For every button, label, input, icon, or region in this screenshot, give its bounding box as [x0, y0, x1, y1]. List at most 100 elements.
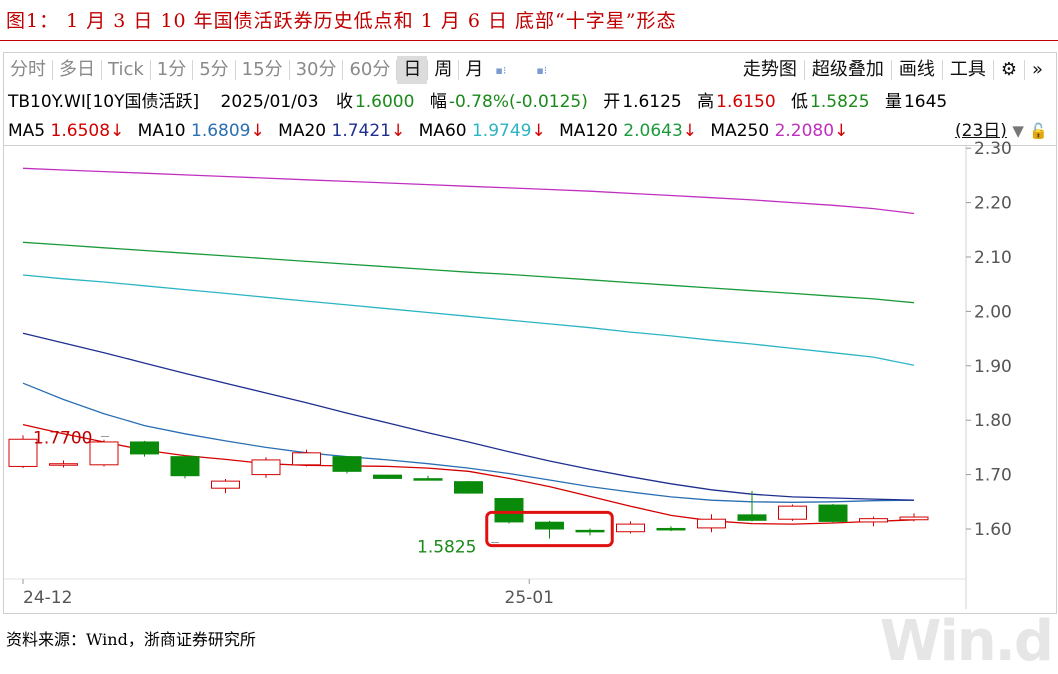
y-tick-label: 2.20 — [974, 194, 1012, 214]
divider — [342, 60, 344, 80]
tab-daily[interactable]: 日 — [397, 56, 428, 84]
ma-line-ma60 — [22, 274, 915, 366]
high-label: 高 — [697, 92, 715, 112]
open-label: 开 — [603, 92, 621, 112]
tab-5min[interactable]: 5分 — [199, 59, 229, 80]
ma-legend: MA5 1.6508↓ MA10 1.6809↓ MA20 1.7421↓ MA… — [8, 117, 856, 145]
y-tick-label: 2.30 — [974, 139, 1012, 159]
divider — [396, 60, 398, 80]
days-control[interactable]: (23日) ▼ 🔓 — [955, 117, 1048, 145]
change-label: 幅 — [429, 92, 447, 112]
candle-body — [49, 463, 78, 466]
kline-chart: 2.30 2.20 2.10 2.00 1.90 1.80 1.70 1.60 24-12 25-… — [4, 139, 1012, 609]
chart-top-border — [4, 145, 1056, 146]
y-tick-label: 2.00 — [974, 302, 1012, 322]
tab-weekly[interactable]: 周 — [434, 59, 453, 80]
highlight-box — [485, 510, 614, 548]
divider — [427, 60, 429, 80]
x-tick-label: 24-12 — [23, 588, 72, 608]
tab-monthly[interactable]: 月 — [465, 59, 484, 80]
candle-body — [251, 459, 281, 476]
change-value: -0.78%(-0.0125) — [448, 92, 588, 112]
ma-line-ma120 — [22, 241, 915, 304]
days-count[interactable]: (23日) — [955, 121, 1007, 141]
volume-label: 量 — [884, 92, 902, 112]
volume-value: 1645 — [903, 92, 948, 112]
candle-body — [494, 498, 524, 523]
candle-body — [292, 452, 321, 466]
divider — [101, 60, 102, 80]
tab-tick[interactable]: Tick — [108, 59, 144, 80]
annotation-label: 1.7700 — [33, 429, 92, 449]
divider — [458, 60, 460, 80]
divider — [992, 60, 994, 80]
candle-body — [454, 481, 483, 494]
candle-body — [697, 518, 726, 529]
kline-panel: 分时 多日 Tick 1分 5分 15分 30分 60分 日 周 月 ▪⁝ ▪⁝… — [3, 52, 1057, 674]
divider — [1023, 60, 1025, 80]
ma-legend-item: MA20 1.7421↓ — [278, 121, 406, 141]
draw-line-button[interactable]: 画线 — [898, 59, 935, 80]
title-rule — [0, 40, 1058, 41]
security-code: TB10Y.WI[10Y国债活跃] — [8, 92, 200, 112]
triangle-down-icon[interactable]: ▼ — [1012, 122, 1024, 140]
divider — [149, 60, 151, 80]
ma-legend-item: MA5 1.6508↓ — [8, 121, 125, 141]
gear-icon[interactable]: ⚙ — [1000, 59, 1017, 80]
x-tick-label: 25-01 — [505, 588, 554, 608]
divider — [234, 60, 236, 80]
close-value: 1.6000 — [354, 92, 415, 112]
candle-body — [332, 456, 362, 472]
period-toolbar: 分时 多日 Tick 1分 5分 15分 30分 60分 日 周 月 ▪⁝ ▪⁝ — [4, 53, 1056, 87]
y-tick-label: 1.80 — [974, 411, 1012, 431]
candle-body — [89, 441, 119, 466]
candle-body — [818, 504, 848, 522]
divider — [803, 60, 805, 80]
candle-body — [778, 505, 807, 520]
y-tick-label: 1.90 — [974, 357, 1012, 377]
candle-body — [656, 527, 686, 531]
tab-minute[interactable]: 分时 — [10, 59, 46, 80]
candle-body — [616, 523, 645, 533]
period-dropdown-icon-2[interactable]: ▪⁝ — [536, 63, 548, 77]
candle-body — [535, 521, 564, 530]
y-tick-label: 1.70 — [974, 466, 1012, 486]
tab-15min[interactable]: 15分 — [241, 59, 283, 80]
ma-legend-item: MA60 1.9749↓ — [418, 121, 546, 141]
candle-body — [8, 438, 38, 467]
trend-chart-button[interactable]: 走势图 — [742, 59, 797, 80]
tools-button[interactable]: 工具 — [949, 59, 986, 80]
tab-1min[interactable]: 1分 — [156, 59, 187, 80]
high-value: 1.6150 — [716, 92, 776, 112]
tab-30min[interactable]: 30分 — [295, 59, 337, 80]
ma-legend-item: MA10 1.6809↓ — [137, 121, 265, 141]
ma-legend-item: MA250 2.2080↓ — [710, 121, 849, 141]
figure-title: 图1： 1 月 3 日 10 年国债活跃券历史低点和 1 月 6 日 底部“十字… — [6, 10, 677, 32]
ma-line-ma5 — [22, 423, 915, 525]
annotation-label: 1.5825 — [417, 538, 476, 558]
ma-legend-item: MA120 2.0643↓ — [559, 121, 698, 141]
candle-body — [575, 529, 605, 533]
tab-60min[interactable]: 60分 — [349, 59, 391, 80]
ma-line-ma10 — [22, 382, 915, 503]
lock-icon[interactable]: 🔓 — [1029, 122, 1048, 140]
super-overlay-button[interactable]: 超级叠加 — [811, 59, 884, 80]
tab-multi-day[interactable]: 多日 — [59, 59, 95, 80]
candle-body — [373, 474, 402, 479]
candle-body — [211, 480, 240, 489]
quote-date: 2025/01/03 — [220, 92, 319, 112]
double-chevron-right-icon[interactable]: » — [1031, 59, 1043, 80]
candle-body — [170, 456, 200, 477]
candle-body — [130, 441, 159, 455]
ma-line-ma20 — [22, 332, 915, 501]
candle-body — [737, 514, 767, 521]
divider — [288, 60, 290, 80]
open-value: 1.6125 — [622, 92, 682, 112]
y-tick-label: 1.60 — [974, 520, 1012, 540]
divider — [52, 60, 53, 80]
period-dropdown-icon[interactable]: ▪⁝ — [495, 63, 507, 77]
quote-info: TB10Y.WI[10Y国债活跃] 2025/01/03 收 1.6000 幅 -0… — [8, 87, 949, 117]
tools-toolbar: 走势图 超级叠加 画线 工具 ⚙ » — [736, 53, 1050, 87]
divider — [941, 60, 943, 80]
close-label: 收 — [335, 92, 353, 112]
